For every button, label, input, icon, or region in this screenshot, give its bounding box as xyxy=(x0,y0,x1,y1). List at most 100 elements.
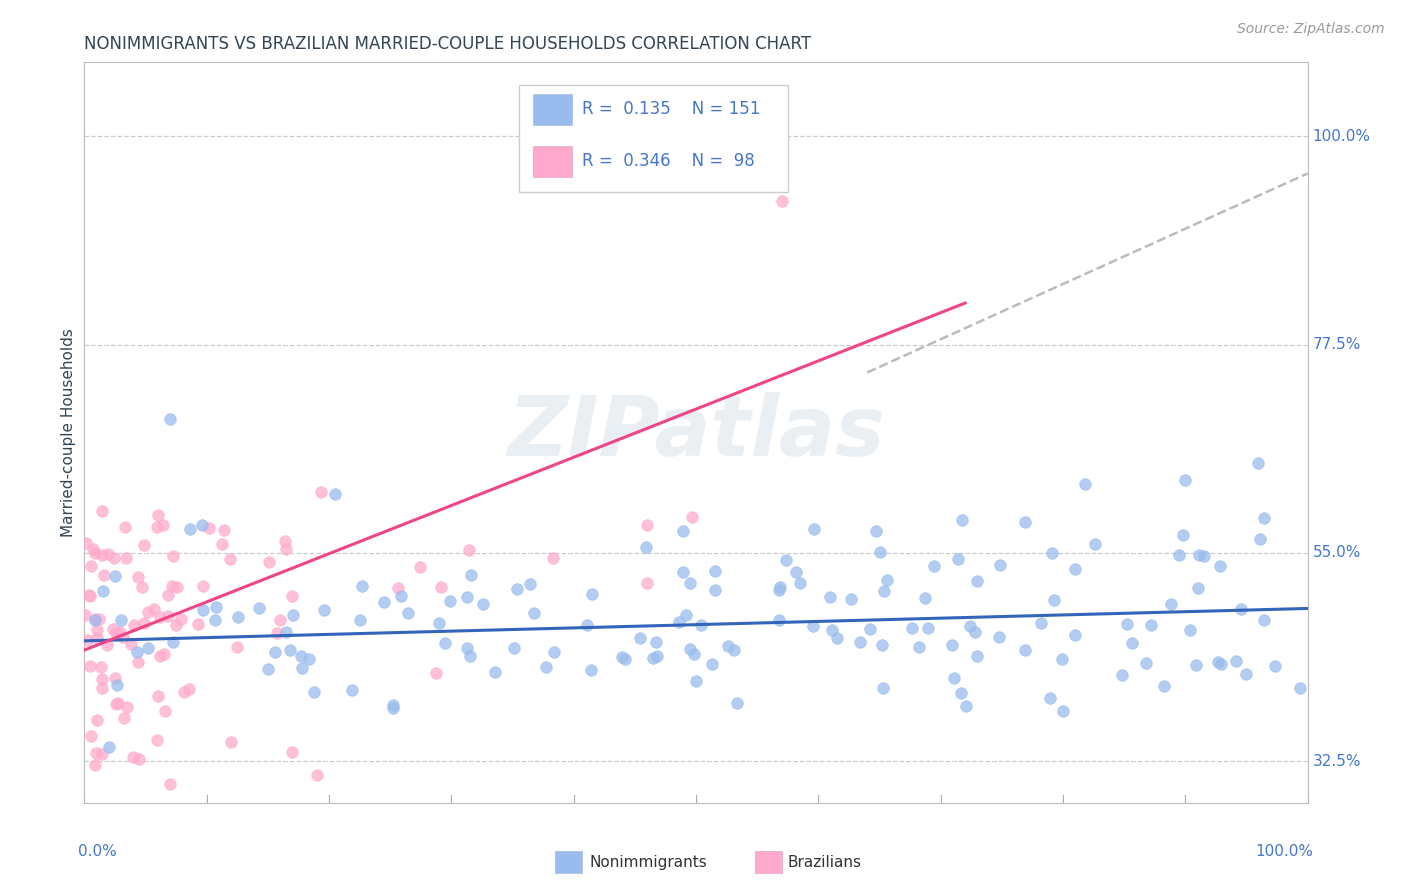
Point xyxy=(98,740,121,755)
Point xyxy=(162,635,184,649)
Point xyxy=(173,684,195,698)
Point xyxy=(165,618,187,632)
Point xyxy=(946,552,969,566)
Point xyxy=(219,814,242,829)
Point xyxy=(1209,559,1232,574)
Point xyxy=(471,597,494,611)
Point xyxy=(125,645,148,659)
Point xyxy=(157,588,180,602)
Point xyxy=(768,613,790,627)
Point xyxy=(134,538,156,552)
Point xyxy=(103,568,125,582)
Point xyxy=(859,622,882,636)
Point xyxy=(943,671,966,685)
Point xyxy=(136,606,159,620)
Point xyxy=(955,698,977,713)
Point xyxy=(922,559,945,574)
Point xyxy=(112,711,135,725)
Point xyxy=(870,638,893,652)
Point xyxy=(1043,592,1066,607)
Point xyxy=(872,681,894,696)
Point xyxy=(849,634,872,648)
Point xyxy=(685,673,707,688)
Point xyxy=(1171,528,1194,542)
Point xyxy=(132,616,155,631)
Point xyxy=(679,575,702,590)
Point xyxy=(76,633,98,648)
Point xyxy=(636,518,658,533)
Point xyxy=(91,681,114,696)
Point xyxy=(818,591,841,605)
Point xyxy=(1249,532,1271,546)
Point xyxy=(1029,616,1052,631)
Point xyxy=(425,665,447,680)
Point xyxy=(1187,581,1209,595)
Point xyxy=(276,624,298,639)
Point xyxy=(83,611,105,625)
Point xyxy=(1253,613,1275,627)
Point xyxy=(91,583,114,598)
Point xyxy=(112,631,135,645)
Point xyxy=(523,606,546,620)
Point xyxy=(768,583,790,598)
Point xyxy=(775,553,797,567)
Point xyxy=(672,524,695,538)
Point xyxy=(1084,537,1107,551)
Point xyxy=(700,657,723,671)
Point xyxy=(965,625,987,640)
Point xyxy=(704,582,727,597)
Point xyxy=(1052,652,1074,666)
Point xyxy=(628,631,651,645)
Point xyxy=(1160,597,1182,611)
Point xyxy=(146,733,169,747)
Point xyxy=(433,635,456,649)
Point xyxy=(107,696,129,710)
FancyBboxPatch shape xyxy=(555,851,582,873)
Point xyxy=(1121,636,1143,650)
Point xyxy=(122,749,145,764)
Point xyxy=(204,613,226,627)
Text: ZIPatlas: ZIPatlas xyxy=(508,392,884,473)
Point xyxy=(387,581,409,595)
Point xyxy=(257,556,280,570)
Point xyxy=(146,508,169,522)
Text: 32.5%: 32.5% xyxy=(1312,754,1361,769)
Point xyxy=(382,700,405,714)
Point xyxy=(91,548,114,562)
Point xyxy=(91,747,114,761)
Point xyxy=(785,565,807,579)
Point xyxy=(1206,656,1229,670)
Point xyxy=(148,689,170,703)
Point xyxy=(1192,549,1215,563)
Point xyxy=(298,651,321,665)
Point xyxy=(460,567,482,582)
Point xyxy=(121,637,143,651)
Point xyxy=(153,704,176,718)
Point xyxy=(160,579,183,593)
Point xyxy=(84,546,107,560)
Point xyxy=(534,660,557,674)
Point xyxy=(541,551,564,566)
Point xyxy=(115,699,138,714)
Point xyxy=(340,683,363,698)
Point xyxy=(543,645,565,659)
Point xyxy=(1247,456,1270,470)
Point xyxy=(159,777,181,791)
Point xyxy=(409,559,432,574)
Point xyxy=(149,648,172,663)
Point xyxy=(264,645,287,659)
Point xyxy=(1289,681,1312,696)
Text: R =  0.346    N =  98: R = 0.346 N = 98 xyxy=(582,152,755,169)
Point xyxy=(576,617,599,632)
Point xyxy=(266,625,288,640)
Point xyxy=(988,630,1011,644)
Point xyxy=(581,586,603,600)
Point xyxy=(950,686,973,700)
Point xyxy=(959,619,981,633)
Point xyxy=(86,746,108,760)
Point xyxy=(257,662,280,676)
Point xyxy=(80,558,103,573)
Point xyxy=(770,194,793,209)
Point xyxy=(457,542,479,557)
Point xyxy=(675,608,697,623)
